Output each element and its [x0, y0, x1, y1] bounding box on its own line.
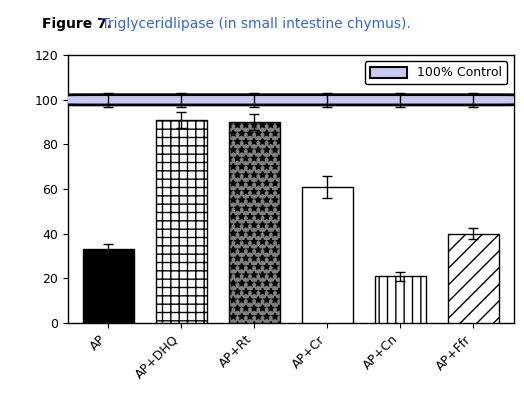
Text: Triglyceridlipase (in small intestine chymus).: Triglyceridlipase (in small intestine ch…: [97, 17, 411, 31]
Text: Figure 7.: Figure 7.: [42, 17, 112, 31]
Bar: [302, 187, 353, 323]
Bar: [229, 122, 280, 323]
Bar: [375, 276, 426, 323]
Legend: 100% Control: 100% Control: [365, 61, 507, 84]
FancyBboxPatch shape: [61, 95, 521, 105]
Bar: [156, 120, 207, 323]
Bar: [83, 249, 134, 323]
Bar: [448, 234, 499, 323]
